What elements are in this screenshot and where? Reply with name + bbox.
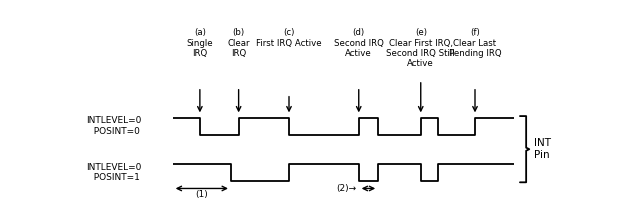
Text: (d)
Second IRQ
Active: (d) Second IRQ Active xyxy=(334,28,383,58)
Text: (a)
Single
IRQ: (a) Single IRQ xyxy=(186,28,213,58)
Text: (b)
Clear
IRQ: (b) Clear IRQ xyxy=(227,28,250,58)
Text: (1): (1) xyxy=(195,190,208,199)
Text: INTLEVEL=0
  POSINT=1: INTLEVEL=0 POSINT=1 xyxy=(86,163,142,182)
Text: INTLEVEL=0
  POSINT=0: INTLEVEL=0 POSINT=0 xyxy=(86,116,142,136)
Text: (c)
First IRQ Active: (c) First IRQ Active xyxy=(256,28,322,48)
Text: (2)→: (2)→ xyxy=(336,184,357,193)
Text: INT
Pin: INT Pin xyxy=(534,138,551,160)
Text: (e)
Clear First IRQ,
Second IRQ Still
Active: (e) Clear First IRQ, Second IRQ Still Ac… xyxy=(387,28,455,68)
Text: (f)
Clear Last
Pending IRQ: (f) Clear Last Pending IRQ xyxy=(449,28,501,58)
